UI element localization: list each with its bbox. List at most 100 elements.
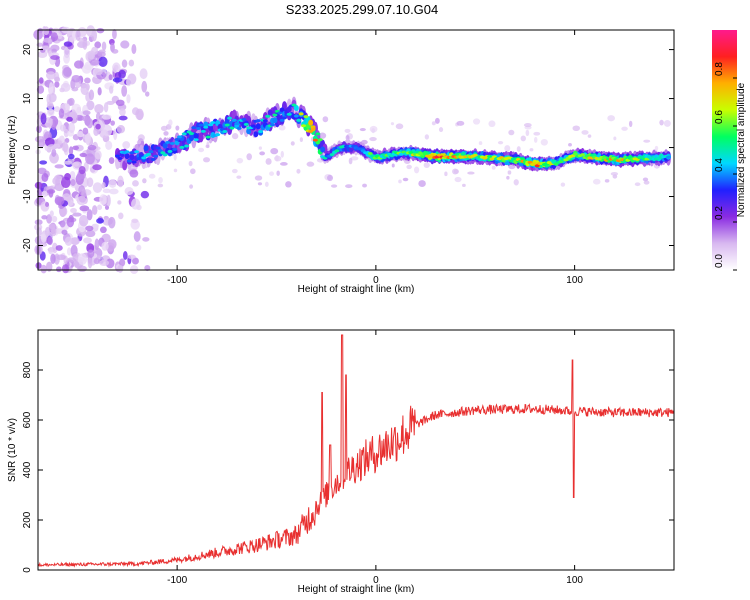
noise-blob (105, 140, 113, 151)
noise-blob (103, 102, 109, 113)
ridge-segment (272, 117, 278, 124)
ridge-segment (580, 153, 586, 157)
ridge-segment (532, 162, 538, 166)
noise-blob (516, 146, 521, 152)
noise-blob (345, 184, 353, 189)
noise-blob (83, 237, 92, 244)
ridge-segment (129, 154, 135, 161)
noise-blob (173, 153, 177, 161)
noise-blob (142, 237, 150, 242)
ridge-segment (198, 132, 204, 143)
noise-blob (80, 84, 89, 96)
snr-x-tick-label: 100 (566, 575, 583, 586)
ridge-segment (487, 155, 493, 159)
noise-blob (48, 223, 56, 230)
colorbar-tick-label: 0.8 (714, 62, 725, 76)
snr-y-tick-label: 0 (22, 567, 33, 573)
noise-blob (491, 165, 496, 170)
ridge-segment (169, 141, 175, 145)
ridge-segment (179, 145, 185, 149)
snr-y-tick-label: 200 (22, 511, 33, 528)
noise-blob (96, 27, 105, 34)
noise-blob (188, 160, 193, 167)
noise-blob (264, 181, 269, 187)
noise-blob (63, 160, 73, 165)
noise-blob (87, 144, 97, 151)
ridge-segment (267, 109, 273, 116)
noise-blob (290, 141, 295, 146)
ridge-segment (301, 124, 307, 128)
ridge-segment (436, 153, 442, 157)
noise-blob (85, 225, 94, 232)
ridge-segment (281, 116, 287, 120)
noise-blob (628, 120, 633, 128)
ridge-segment (298, 112, 304, 116)
noise-blob (59, 87, 65, 93)
noise-blob (34, 219, 43, 226)
noise-blob (136, 140, 142, 145)
ridge-segment (117, 156, 123, 160)
ridge-segment (141, 156, 147, 160)
noise-blob (66, 247, 72, 256)
noise-blob (279, 162, 288, 166)
ridge-segment (162, 142, 168, 149)
noise-blob (113, 64, 119, 71)
noise-blob (43, 37, 53, 43)
spectrogram-x-tick-label: 100 (566, 275, 583, 286)
noise-blob (55, 177, 60, 186)
noise-blob (46, 189, 56, 194)
spectrogram-ridge (115, 96, 671, 172)
noise-blob (607, 115, 615, 122)
ridge-segment (208, 124, 214, 131)
noise-blob (47, 236, 53, 246)
noise-blob (472, 118, 481, 125)
noise-blob (145, 91, 150, 97)
noise-blob (86, 209, 93, 221)
noise-blob (79, 205, 90, 212)
noise-blob (142, 178, 147, 184)
noise-blob (533, 136, 538, 143)
noise-blob (568, 142, 572, 147)
noise-blob (163, 131, 169, 136)
noise-blob (66, 257, 77, 263)
snr-y-tick-label: 400 (22, 461, 33, 478)
ridge-segment (253, 131, 259, 138)
snr-panel: -100 0 100 0 200 400 600 800 Height of straigh… (7, 329, 675, 595)
ridge-segment (167, 149, 173, 153)
noise-blob (118, 115, 128, 121)
ridge-segment (215, 133, 221, 137)
snr-frame (37, 329, 675, 571)
noise-blob (348, 157, 353, 165)
spectrogram-y-tick-label: -10 (22, 189, 33, 204)
noise-blob (258, 146, 263, 150)
noise-blob (81, 115, 88, 121)
noise-blob (37, 27, 43, 34)
noise-blob (133, 231, 141, 242)
noise-blob (46, 101, 54, 110)
noise-blob (453, 169, 460, 174)
spectrogram-frame (37, 29, 675, 271)
noise-blob (529, 148, 534, 152)
noise-blob (101, 41, 107, 51)
noise-blob (444, 171, 448, 177)
noise-blob (93, 127, 99, 136)
noise-blob (54, 106, 61, 113)
ridge-segment (367, 152, 373, 156)
noise-blob (54, 81, 60, 88)
snr-x-tick-label: -100 (167, 575, 187, 586)
noise-blob (91, 223, 99, 229)
noise-blob (122, 141, 131, 149)
noise-blob (203, 157, 211, 163)
noise-blob (402, 177, 409, 182)
ridge-segment (193, 133, 199, 140)
noise-blob (136, 244, 142, 251)
noise-blob (390, 122, 395, 126)
noise-blob (86, 25, 96, 37)
ridge-segment (472, 153, 478, 157)
noise-blob (168, 119, 173, 126)
noise-blob (533, 131, 541, 136)
colorbar-tick-label: 0.4 (714, 158, 725, 172)
ridge-segment (258, 130, 264, 134)
noise-blob (82, 38, 88, 50)
noise-blob (86, 100, 95, 111)
